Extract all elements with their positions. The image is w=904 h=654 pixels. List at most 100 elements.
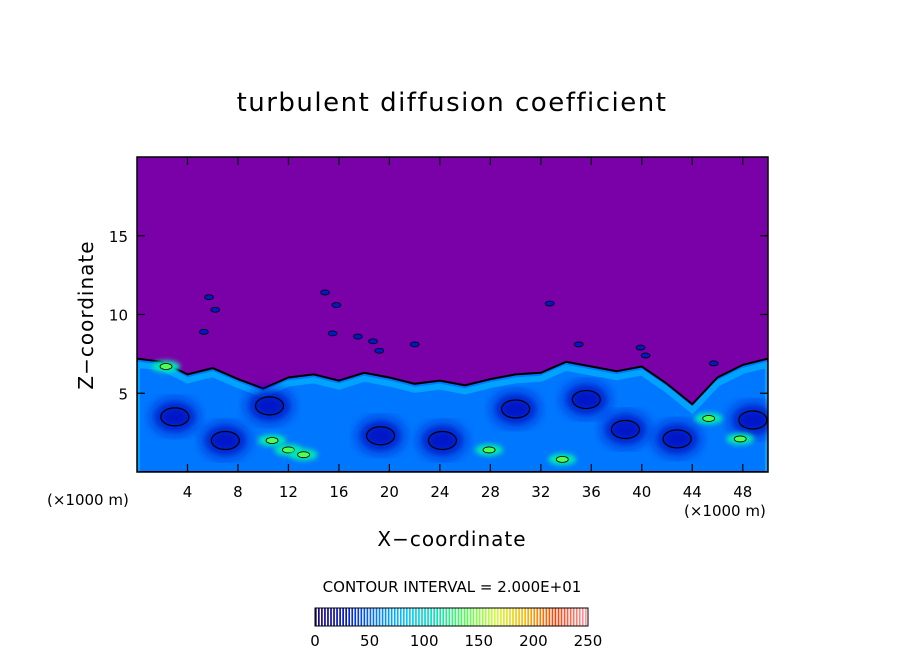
colorbar-swatch xyxy=(390,608,393,626)
colorbar-swatch xyxy=(372,608,375,626)
colorbar-swatch xyxy=(424,608,426,626)
colorbar-swatch xyxy=(536,608,539,626)
detached-patch xyxy=(352,333,363,340)
y-axis-label: Z−coordinate xyxy=(74,240,98,389)
x-tick-label: 40 xyxy=(632,483,651,501)
turbulent-layer-fill xyxy=(137,358,768,472)
x-unit-left: (×1000 m) xyxy=(47,491,129,509)
detached-patch xyxy=(198,328,209,335)
x-tick-label: 28 xyxy=(481,483,500,501)
detached-patch xyxy=(544,300,555,307)
colorbar-swatch xyxy=(399,608,402,626)
colorbar-swatch xyxy=(418,608,420,626)
colorbar-swatch xyxy=(581,608,584,626)
colorbar-swatch xyxy=(381,608,384,626)
colorbar-swatch xyxy=(406,608,408,626)
colorbar-swatch xyxy=(569,608,572,626)
colorbar-swatch xyxy=(518,608,520,626)
colorbar-swatch xyxy=(548,608,551,626)
colorbar-swatch xyxy=(527,608,529,626)
colorbar-swatch xyxy=(421,608,423,626)
colorbar-swatch xyxy=(366,608,369,626)
y-axis-ticks: 5 10 15 xyxy=(109,228,768,403)
colorbar-swatch xyxy=(493,608,496,626)
colorbar-swatch xyxy=(457,608,460,626)
colorbar-swatch xyxy=(448,608,451,626)
colorbar-swatch xyxy=(412,608,414,626)
colorbar-swatch xyxy=(557,608,560,626)
low-value-core-contour xyxy=(738,410,768,430)
low-value-core-contour xyxy=(254,396,285,416)
low-value-core-contour xyxy=(365,426,396,446)
low-value-core xyxy=(564,383,609,416)
low-value-core xyxy=(493,393,538,425)
colorbar-swatch xyxy=(387,608,390,626)
colorbar-swatch xyxy=(539,608,542,626)
colorbar-swatch xyxy=(500,608,502,626)
colorbar-tick-label: 100 xyxy=(410,632,439,650)
colorbar-swatch xyxy=(575,608,578,626)
low-value-core xyxy=(247,389,292,422)
colorbar-swatch xyxy=(433,608,435,626)
x-tick-label: 12 xyxy=(279,483,298,501)
colorbar-swatch xyxy=(336,608,338,626)
colorbar-swatch xyxy=(324,608,326,626)
colorbar-swatch xyxy=(436,608,438,626)
low-value-core-contour xyxy=(160,407,190,427)
colorbar-swatch xyxy=(487,608,490,626)
plot-area xyxy=(137,157,768,472)
colorbar-swatch xyxy=(497,608,499,626)
x-tick-label: 4 xyxy=(183,483,193,501)
colorbar-swatch xyxy=(333,608,335,626)
detached-patch xyxy=(210,306,221,313)
colorbar-swatch xyxy=(554,608,557,626)
colorbar-tick-label: 0 xyxy=(310,632,320,650)
detached-patch xyxy=(409,341,420,348)
detached-patch xyxy=(320,289,330,296)
x-tick-label: 32 xyxy=(531,483,550,501)
colorbar-swatch xyxy=(393,608,396,626)
x-tick-label: 44 xyxy=(683,483,702,501)
colorbar-swatch xyxy=(375,608,378,626)
detached-patch xyxy=(374,347,385,354)
colorbar-swatch xyxy=(460,608,463,626)
high-value-core-center xyxy=(702,415,716,422)
low-value-core xyxy=(603,413,648,446)
colorbar-swatch xyxy=(339,608,341,626)
y-tick-label: 10 xyxy=(109,307,128,325)
colorbar-swatch xyxy=(402,608,405,626)
colorbar-swatch xyxy=(348,608,351,626)
colorbar-swatch xyxy=(451,608,454,626)
colorbar-swatch xyxy=(345,608,347,626)
colorbar-tick-label: 50 xyxy=(360,632,379,650)
colorbar-swatch xyxy=(503,608,505,626)
colorbar-swatch xyxy=(512,608,514,626)
colorbar-swatch xyxy=(475,608,478,626)
colorbar-swatch xyxy=(521,608,523,626)
x-tick-label: 24 xyxy=(430,483,449,501)
colorbar-swatch xyxy=(327,608,329,626)
contour-interval-label: CONTOUR INTERVAL = 2.000E+01 xyxy=(323,578,582,596)
colorbar-swatch xyxy=(484,608,487,626)
high-value-core-center xyxy=(555,455,569,463)
colorbar-swatch xyxy=(545,608,548,626)
colorbar-swatch xyxy=(409,608,411,626)
colorbar-swatch xyxy=(454,608,457,626)
colorbar-frame xyxy=(314,607,589,627)
x-tick-label: 48 xyxy=(733,483,752,501)
colorbar-swatch xyxy=(357,608,360,626)
x-axis-ticks: 4 8 12 16 20 24 28 32 36 40 44 48 xyxy=(183,157,752,501)
low-value-core-contour xyxy=(210,430,240,451)
colorbar-swatch xyxy=(466,608,469,626)
colorbar-tick-labels: 0 50 100 150 200 250 xyxy=(310,632,602,650)
turbulent-layer-inner-band xyxy=(137,361,768,472)
colorbar-swatch xyxy=(427,608,429,626)
low-value-core-contour xyxy=(662,429,692,449)
low-value-core xyxy=(655,422,700,455)
colorbar-swatch xyxy=(330,608,332,626)
colorbar-swatch xyxy=(572,608,575,626)
colorbar-tick-label: 250 xyxy=(574,632,603,650)
colorbar-swatch xyxy=(578,608,581,626)
colorbar-tick-label: 150 xyxy=(464,632,493,650)
colorbar-swatch xyxy=(363,608,366,626)
